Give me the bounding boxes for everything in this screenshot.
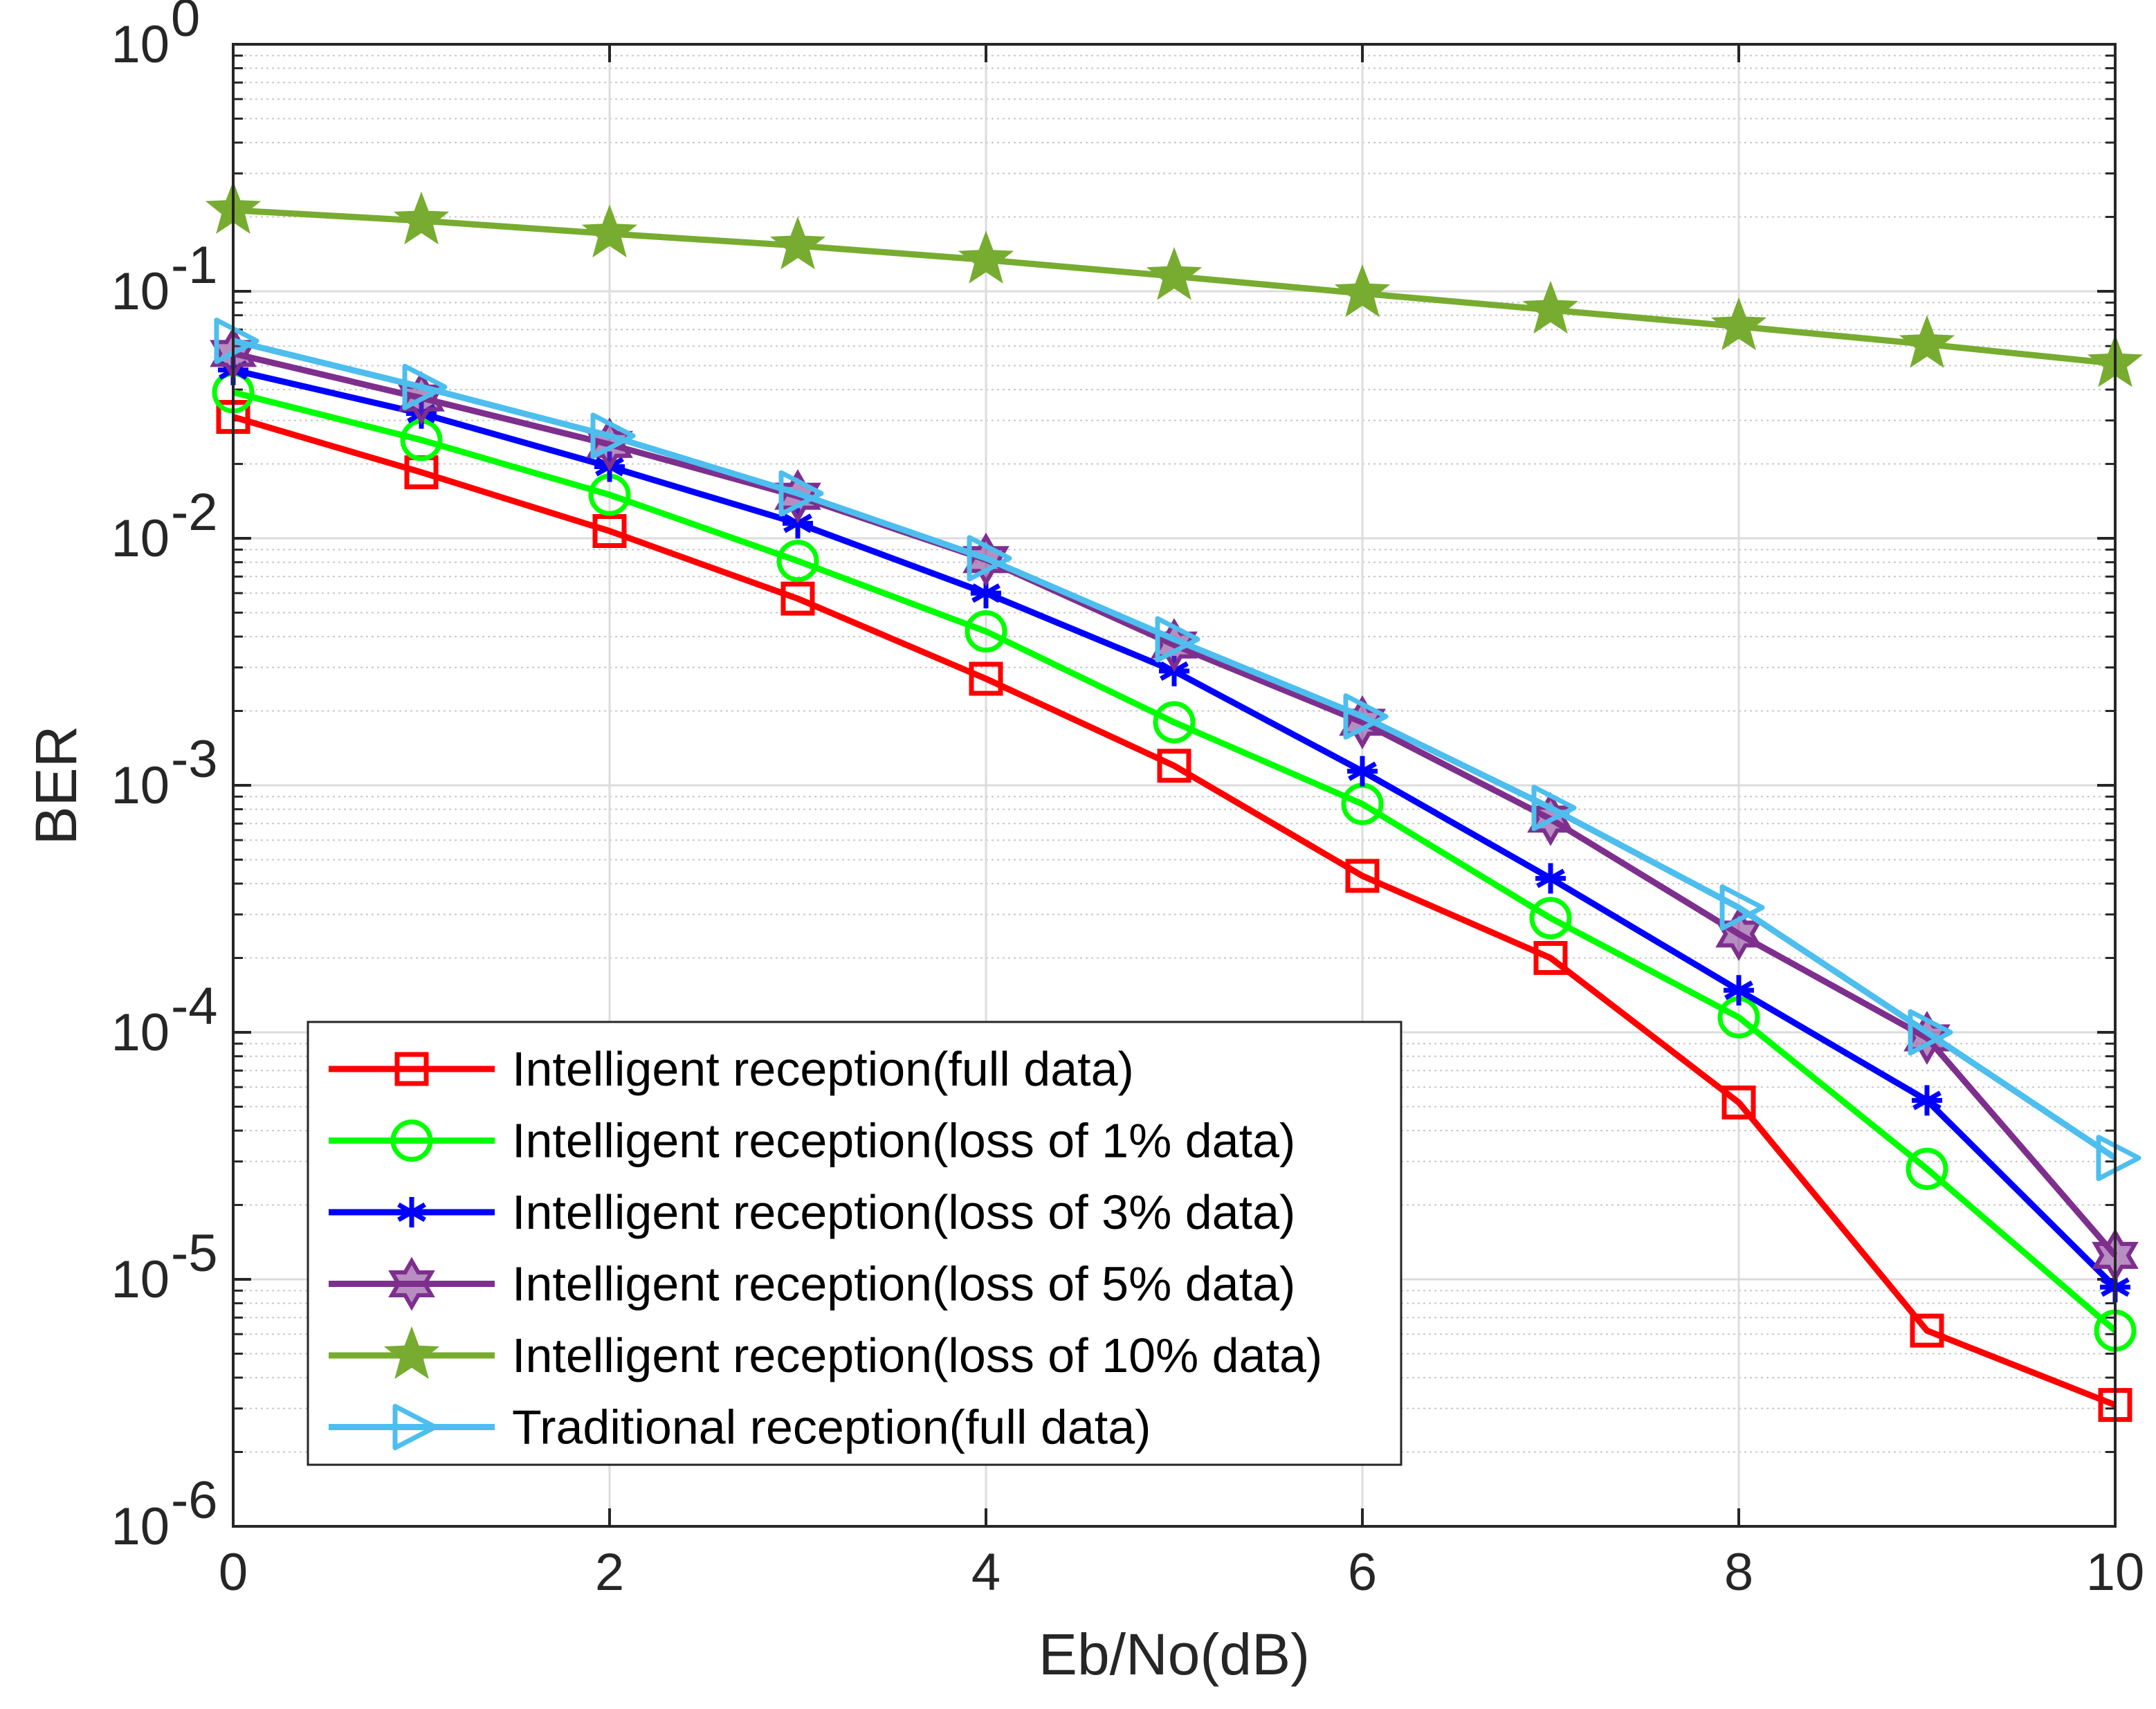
circle-marker — [776, 540, 819, 583]
pentagram-marker — [383, 1326, 440, 1380]
asterisk-marker — [1724, 975, 1754, 1006]
y-tick-label: 10 — [111, 262, 170, 321]
legend-label: Traditional reception(full data) — [512, 1400, 1151, 1454]
legend-item: Traditional reception(full data) — [329, 1400, 1151, 1454]
pentagram-marker — [393, 191, 450, 245]
series-line — [232, 338, 2117, 1161]
legend-label: Intelligent reception(loss of 1% data) — [512, 1114, 1295, 1168]
series-lines — [205, 181, 2144, 1423]
legend-item: Intelligent reception(loss of 3% data) — [329, 1185, 1295, 1239]
circle-marker — [1153, 701, 1196, 744]
x-tick-label: 0 — [219, 1543, 248, 1602]
triangle-right-marker — [778, 470, 824, 517]
x-tick-label: 4 — [971, 1543, 1001, 1602]
pentagram-marker — [1710, 297, 1767, 351]
series-line — [232, 414, 2117, 1408]
y-tick-label: 10 — [111, 756, 170, 815]
square-marker — [394, 1052, 429, 1086]
legend-label: Intelligent reception(loss of 5% data) — [512, 1257, 1295, 1311]
triangle-right-marker — [590, 412, 636, 459]
triangle-right-marker — [1531, 785, 1577, 832]
legend-item: Intelligent reception(loss of 10% data) — [329, 1326, 1322, 1382]
y-tick-label: 10 — [111, 1250, 170, 1309]
y-tick-exponent: -5 — [171, 1224, 218, 1283]
y-axis-title: BER — [24, 726, 89, 846]
asterisk-marker — [1347, 756, 1378, 787]
legend-item: Intelligent reception(loss of 5% data) — [329, 1256, 1295, 1311]
pentagram-marker — [1334, 264, 1391, 318]
circle-marker — [390, 1119, 433, 1162]
triangle-right-marker — [2096, 1135, 2141, 1182]
triangle-right-marker — [967, 535, 1012, 582]
square-marker — [1721, 1085, 1756, 1119]
x-tick-label: 2 — [595, 1543, 624, 1602]
triangle-right-marker — [1908, 1009, 1953, 1056]
pentagram-marker — [581, 204, 638, 258]
y-tick-label: 10 — [111, 15, 170, 74]
asterisk-marker — [1535, 863, 1566, 894]
y-tick-label: 10 — [111, 1497, 170, 1556]
legend-item: Intelligent reception(full data) — [329, 1042, 1134, 1096]
series-5 — [205, 181, 2144, 387]
triangle-right-marker — [1719, 884, 1765, 931]
y-tick-exponent: -2 — [171, 483, 218, 542]
legend-box — [307, 1021, 1403, 1466]
triangle-right-marker — [402, 363, 448, 410]
pentagram-marker — [769, 216, 826, 270]
triangle-right-marker — [1155, 616, 1200, 663]
pentagram-marker — [1899, 315, 1955, 368]
circle-marker — [1906, 1147, 1948, 1190]
triangle-right-marker — [1343, 693, 1389, 740]
x-tick-label: 6 — [1348, 1543, 1377, 1602]
legend-label: Intelligent reception(loss of 3% data) — [512, 1185, 1295, 1239]
pentagram-marker — [1522, 280, 1579, 334]
legend-item: Intelligent reception(loss of 1% data) — [329, 1114, 1295, 1168]
series-line — [232, 389, 2117, 1333]
circle-marker — [965, 610, 1007, 652]
asterisk-marker — [1912, 1085, 1942, 1116]
x-tick-label: 8 — [1724, 1543, 1753, 1602]
series-6 — [214, 318, 2141, 1182]
x-axis-title: Eb/No(dB) — [1039, 1622, 1310, 1687]
square-marker — [592, 514, 627, 549]
square-marker — [1157, 749, 1191, 783]
y-tick-exponent: -3 — [171, 730, 218, 789]
asterisk-marker — [396, 1197, 427, 1227]
square-marker — [1910, 1313, 1944, 1348]
y-tick-exponent: -1 — [171, 236, 218, 295]
legend: Intelligent reception(full data) Intellig… — [307, 1021, 1403, 1466]
y-tick-label: 10 — [111, 509, 170, 568]
y-tick-exponent: -4 — [171, 977, 218, 1036]
square-marker — [1533, 941, 1568, 976]
triangle-right-marker — [214, 318, 259, 365]
square-marker — [969, 661, 1003, 696]
square-marker — [780, 581, 815, 616]
x-tick-labels: 0 2 4 6 8 10 — [219, 1543, 2144, 1602]
legend-label: Intelligent reception(loss of 10% data) — [512, 1328, 1322, 1382]
circle-marker — [1529, 897, 1572, 940]
hexagram-marker — [388, 1256, 435, 1311]
pentagram-marker — [958, 230, 1014, 284]
y-tick-label: 10 — [111, 1003, 170, 1062]
square-marker — [1345, 859, 1380, 893]
pentagram-marker — [1146, 247, 1203, 300]
triangle-right-marker — [392, 1404, 438, 1450]
legend-label: Intelligent reception(full data) — [512, 1042, 1134, 1096]
x-tick-label: 10 — [2086, 1543, 2145, 1602]
plot-area-border — [232, 43, 2117, 1528]
y-tick-exponent: -6 — [171, 1471, 218, 1530]
y-tick-exponent: 0 — [171, 0, 200, 48]
